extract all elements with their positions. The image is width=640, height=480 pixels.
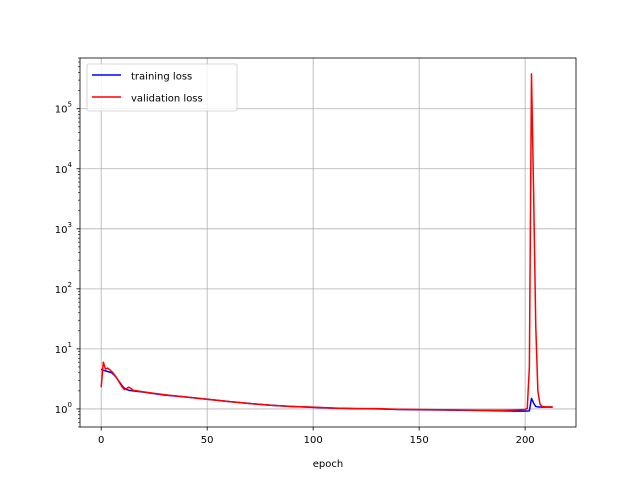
y-tick-base: 10 xyxy=(55,405,68,416)
y-tick-label: 102 xyxy=(55,281,72,296)
y-tick-base: 10 xyxy=(55,345,68,356)
plot-area-background xyxy=(80,58,576,427)
y-tick-exponent: 3 xyxy=(68,221,72,229)
y-tick-label: 105 xyxy=(55,101,72,116)
y-tick-exponent: 2 xyxy=(68,281,72,289)
plot-frame xyxy=(79,57,577,428)
y-tick-exponent: 0 xyxy=(68,401,72,409)
x-tick-label: 0 xyxy=(98,435,104,446)
x-tick-label: 150 xyxy=(410,435,429,446)
grid xyxy=(80,58,576,427)
x-axis-label: epoch xyxy=(313,459,343,470)
legend: training loss validation loss xyxy=(86,63,238,112)
y-tick-base: 10 xyxy=(55,165,68,176)
series-layer xyxy=(100,73,553,412)
y-tick-label: 103 xyxy=(55,221,72,236)
x-axis: 0 50 100 150 200 xyxy=(98,427,535,446)
x-tick-label: 50 xyxy=(201,435,214,446)
legend-label-training-loss: training loss xyxy=(131,72,192,83)
legend-label-validation-loss: validation loss xyxy=(131,94,203,105)
y-tick-exponent: 5 xyxy=(68,101,72,109)
y-tick-exponent: 4 xyxy=(68,161,73,169)
series-line-validation-loss xyxy=(100,73,553,412)
y-tick-label: 101 xyxy=(55,341,72,356)
x-tick-label: 100 xyxy=(304,435,323,446)
legend-box xyxy=(86,63,238,112)
y-tick-base: 10 xyxy=(55,105,68,116)
y-tick-exponent: 1 xyxy=(68,341,72,349)
x-tick-label: 200 xyxy=(516,435,535,446)
y-tick-base: 10 xyxy=(55,225,68,236)
y-tick-label: 100 xyxy=(55,401,72,416)
y-tick-label: 104 xyxy=(55,161,73,176)
y-tick-base: 10 xyxy=(55,285,68,296)
